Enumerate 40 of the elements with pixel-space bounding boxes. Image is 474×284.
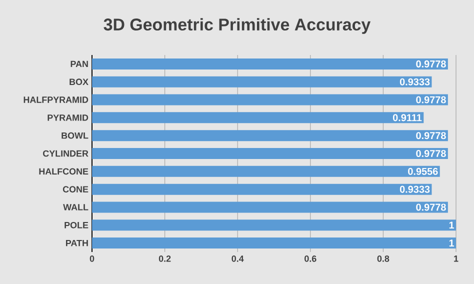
y-tick-label: CONE: [62, 186, 88, 192]
y-tick-label: WALL: [63, 204, 88, 210]
x-tick-label: 0.4: [232, 256, 244, 262]
chart-title: 3D Geometric Primitive Accuracy: [104, 18, 371, 34]
y-tick-label: PATH: [66, 240, 88, 246]
bar: [92, 166, 440, 177]
data-label: 0.9333: [400, 78, 430, 86]
y-tick-label: BOX: [70, 78, 88, 86]
data-label: 0.9556: [408, 168, 438, 175]
x-tick-label: 0.8: [377, 256, 390, 262]
y-tick-label: HALFCONE: [39, 168, 88, 175]
y-tick-label: PAN: [70, 60, 88, 68]
data-label: 0.9778: [416, 60, 446, 68]
data-label: 0.9333: [400, 186, 430, 193]
bar: [92, 94, 448, 106]
bar: [92, 58, 448, 70]
y-tick-label: PYRAMID: [48, 114, 88, 121]
data-label: 0.9778: [416, 150, 446, 158]
bar: [92, 76, 432, 88]
bar: [92, 148, 448, 159]
data-label: 0.9778: [416, 132, 446, 140]
bar: [92, 202, 448, 213]
bar: [92, 184, 432, 195]
data-label: 0.9111: [392, 114, 422, 122]
bar: [92, 112, 424, 124]
data-label: 1: [449, 222, 454, 229]
x-tick-label: 0.6: [304, 256, 316, 262]
y-tick-label: POLE: [64, 222, 88, 228]
x-tick-label: 0.2: [158, 256, 171, 262]
bar: [92, 238, 456, 249]
y-tick-label: HALFPYRAMID: [24, 96, 88, 103]
x-tick-label: 0: [90, 256, 94, 262]
y-tick-label: BOWL: [62, 132, 88, 139]
data-label: 1: [449, 240, 454, 246]
x-tick-label: 1: [454, 256, 458, 262]
bar: [92, 220, 456, 231]
data-label: 0.9778: [416, 204, 446, 211]
y-tick-label: CYLINDER: [43, 150, 88, 157]
data-label: 0.9778: [416, 96, 446, 104]
bar: [92, 130, 448, 142]
